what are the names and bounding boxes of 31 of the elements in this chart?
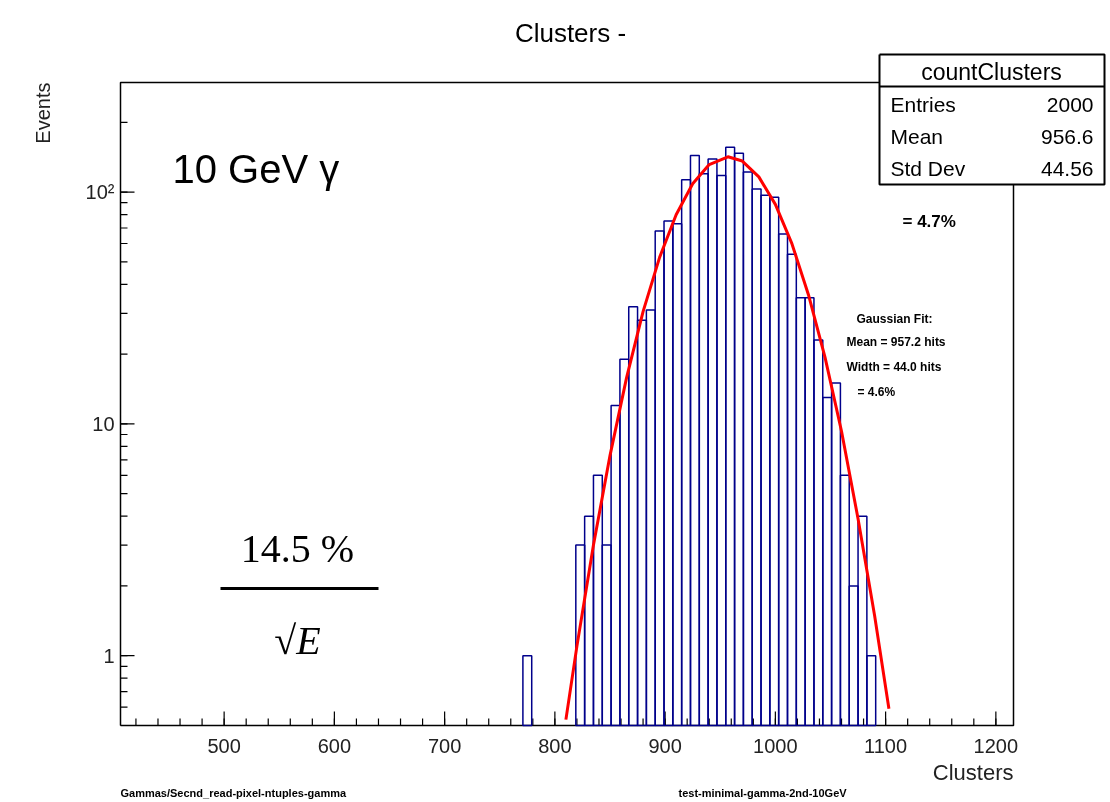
annotation: 10 GeV γ <box>172 146 340 191</box>
text: test-minimal-gamma-2nd-10GeV <box>678 786 848 799</box>
text: Gammas/Secnd_read-pixel-ntuples-gamma <box>120 786 347 799</box>
text: 956.6 <box>1040 124 1094 148</box>
x-tick-label: 1200 <box>973 734 1019 757</box>
x-tick-label: 700 <box>427 734 462 757</box>
text: 2000 <box>1046 92 1094 116</box>
x-tick-label: 500 <box>207 734 241 757</box>
annotation: = 4.7% <box>902 212 956 231</box>
annotation: Gaussian Fit: <box>856 311 933 326</box>
x-tick-label: 900 <box>648 734 682 757</box>
y-axis-title: Events <box>31 82 54 144</box>
x-tick-label: 800 <box>538 734 572 757</box>
annotation: countClusters <box>921 58 1062 85</box>
annotation: Width = 44.0 hits <box>846 359 942 374</box>
y-tick-label: 10² <box>85 181 115 204</box>
x-tick-label: 1100 <box>864 734 908 757</box>
y-tick-label: 10 <box>92 412 115 435</box>
annotation: √E <box>274 618 321 663</box>
x-axis-title: Clusters <box>932 760 1014 785</box>
annotation: Mean <box>890 125 944 148</box>
x-tick-label: 600 <box>317 734 352 757</box>
x-tick-label: 1000 <box>753 734 798 757</box>
annotation: Mean = 957.2 hits <box>846 334 946 349</box>
annotation: Entries <box>890 93 956 116</box>
text: 44.56 <box>1040 156 1094 180</box>
annotation: = 4.6% <box>857 384 896 399</box>
y-tick-label: 1 <box>103 644 115 667</box>
chart-title: Clusters - <box>514 17 627 48</box>
annotation: Std Dev <box>890 157 966 180</box>
annotation: 14.5 % <box>240 526 355 571</box>
